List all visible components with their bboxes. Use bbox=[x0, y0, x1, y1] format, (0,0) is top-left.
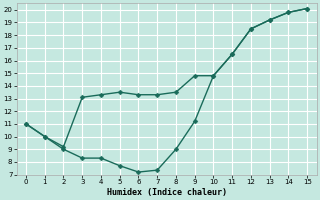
X-axis label: Humidex (Indice chaleur): Humidex (Indice chaleur) bbox=[107, 188, 227, 197]
